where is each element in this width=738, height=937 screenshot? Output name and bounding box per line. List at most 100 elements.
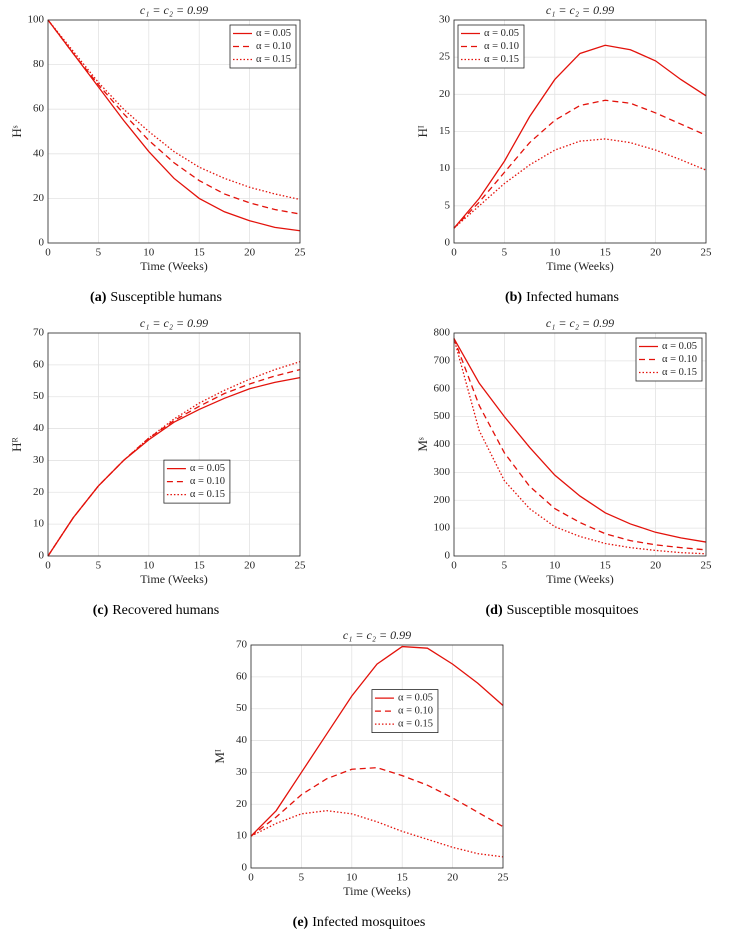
- data-line: [453, 138, 707, 229]
- y-tick-label: 30: [33, 454, 45, 466]
- x-tick-label: 0: [451, 247, 457, 259]
- legend-label: α = 0.15: [190, 489, 225, 500]
- y-axis-label: Hᴵ: [415, 125, 430, 137]
- chart-panel: 0 5 10 15 20 25 0 10 20 30 40 50 60 70 c₁ = c₂ = 0.99 T…: [9, 316, 306, 618]
- y-tick-label: 60: [33, 103, 45, 115]
- legend-label: α = 0.15: [256, 54, 291, 65]
- x-tick-label: 25: [498, 872, 510, 884]
- legend-label: α = 0.05: [190, 463, 225, 474]
- x-tick-label: 15: [600, 560, 612, 572]
- x-tick-label: 10: [549, 560, 561, 572]
- chart-panel: 0 5 10 15 20 25 0 10 20 30 40 50 60 70 c₁ = c₂ = 0.99 T…: [212, 628, 509, 930]
- y-tick-label: 0: [445, 237, 451, 249]
- legend-label: α = 0.15: [662, 367, 697, 378]
- x-tick-label: 10: [346, 872, 358, 884]
- x-axis-label: Time (Weeks): [343, 884, 411, 898]
- y-tick-label: 700: [434, 354, 451, 366]
- legend-box: [163, 459, 231, 504]
- y-tick-label: 10: [439, 162, 451, 174]
- x-tick-label: 0: [45, 560, 51, 572]
- y-tick-label: 20: [236, 798, 248, 810]
- y-tick-label: 30: [236, 766, 248, 778]
- y-tick-label: 200: [434, 494, 451, 506]
- y-axis-label: Mᴵ: [212, 749, 227, 764]
- chart-panel: 0 5 10 15 20 25 0 100 200 300 400 500 600 700 800 c₁ = …: [415, 316, 712, 618]
- legend-label: α = 0.15: [484, 54, 519, 65]
- legend-label: α = 0.10: [398, 706, 433, 717]
- caption-text: Recovered humans: [112, 603, 219, 618]
- caption-text: Susceptible humans: [110, 290, 222, 305]
- y-tick-label: 80: [33, 58, 45, 70]
- x-tick-label: 20: [447, 872, 459, 884]
- legend-box: [371, 689, 439, 733]
- x-tick-label: 0: [248, 872, 254, 884]
- x-tick-label: 10: [549, 247, 561, 259]
- legend-box: [635, 337, 703, 382]
- legend-label: α = 0.15: [398, 719, 433, 730]
- x-tick-label: 25: [701, 560, 713, 572]
- y-axis-label: Hᴿ: [9, 436, 24, 451]
- y-tick-label: 10: [33, 518, 45, 530]
- x-tick-label: 10: [143, 560, 155, 572]
- y-tick-label: 30: [439, 14, 451, 26]
- data-line: [47, 19, 301, 232]
- legend-label: α = 0.05: [398, 693, 433, 704]
- legend-box: [229, 24, 297, 69]
- x-tick-label: 20: [244, 247, 256, 259]
- data-line: [453, 99, 707, 229]
- y-tick-label: 40: [33, 422, 45, 434]
- chart-panel: 0 5 10 15 20 25 0 20 40 60 80 100 c₁ = c₂ = 0.99 Time…: [9, 3, 306, 305]
- data-line: [453, 338, 707, 543]
- data-line: [250, 766, 504, 837]
- y-tick-label: 15: [439, 125, 451, 137]
- y-tick-label: 0: [242, 862, 248, 874]
- caption: (c) Recovered humans: [93, 603, 219, 618]
- data-line: [47, 19, 301, 201]
- y-tick-label: 20: [439, 88, 451, 100]
- x-tick-label: 25: [295, 247, 307, 259]
- x-tick-label: 0: [45, 247, 51, 259]
- y-tick-label: 60: [33, 358, 45, 370]
- legend-label: α = 0.10: [190, 476, 225, 487]
- y-tick-label: 70: [33, 327, 45, 339]
- caption-label: (b): [505, 290, 522, 305]
- caption-text: Infected humans: [526, 290, 619, 305]
- caption: (e) Infected mosquitoes: [293, 915, 426, 930]
- chart-panel: 0 5 10 15 20 25 0 5 10 15 20 25 30 c₁ = c₂ = 0.99 Time…: [415, 3, 712, 305]
- y-tick-label: 20: [33, 192, 45, 204]
- x-tick-label: 15: [600, 247, 612, 259]
- y-axis-label: Hˢ: [9, 125, 24, 137]
- legend-label: α = 0.05: [484, 28, 519, 39]
- data-line: [250, 645, 504, 837]
- chart-title: c₁ = c₂ = 0.99: [140, 316, 208, 330]
- x-tick-label: 5: [96, 560, 102, 572]
- x-tick-label: 25: [701, 247, 713, 259]
- x-axis-label: Time (Weeks): [546, 259, 614, 273]
- y-tick-label: 50: [236, 702, 248, 714]
- y-tick-label: 0: [445, 550, 451, 562]
- caption: (a) Susceptible humans: [90, 290, 222, 305]
- y-tick-label: 800: [434, 327, 451, 339]
- x-tick-label: 10: [143, 247, 155, 259]
- x-axis-label: Time (Weeks): [140, 259, 208, 273]
- y-tick-label: 400: [434, 438, 451, 450]
- y-tick-label: 600: [434, 382, 451, 394]
- y-axis-label: Mˢ: [415, 437, 430, 452]
- x-tick-label: 20: [650, 560, 662, 572]
- x-tick-label: 20: [650, 247, 662, 259]
- plot-background: [48, 333, 300, 556]
- x-axis-label: Time (Weeks): [546, 572, 614, 586]
- x-tick-label: 25: [295, 560, 307, 572]
- y-tick-label: 100: [434, 522, 451, 534]
- legend-label: α = 0.05: [256, 28, 291, 39]
- x-tick-label: 0: [451, 560, 457, 572]
- data-line: [453, 338, 707, 555]
- y-tick-label: 300: [434, 466, 451, 478]
- y-tick-label: 500: [434, 410, 451, 422]
- data-line: [47, 19, 301, 215]
- x-tick-label: 5: [96, 247, 102, 259]
- y-tick-label: 5: [445, 199, 451, 211]
- plot-background: [251, 645, 503, 868]
- y-tick-label: 0: [39, 237, 45, 249]
